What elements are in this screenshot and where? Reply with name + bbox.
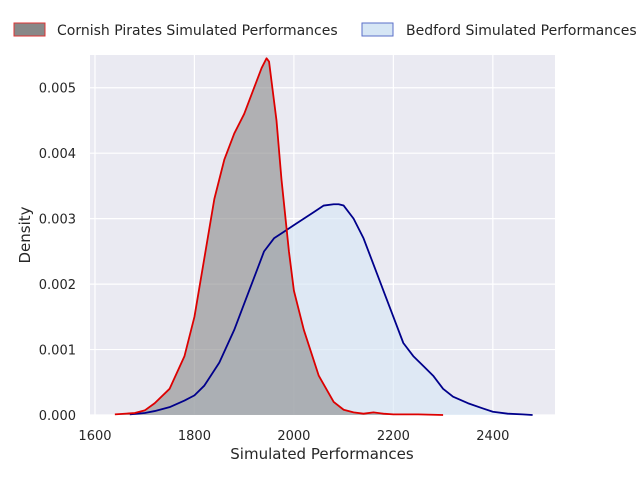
x-tick-label: 2200 (377, 429, 410, 444)
y-tick-label: 0.005 (39, 82, 76, 97)
x-tick-label: 2000 (277, 429, 310, 444)
y-axis-label: Density (16, 206, 34, 263)
density-line-cornish-pirates (114, 57, 444, 416)
legend-label: Bedford Simulated Performances (406, 23, 637, 39)
y-tick-label: 0.002 (39, 278, 76, 293)
legend: Cornish Pirates Simulated Performances Be… (13, 22, 637, 39)
legend-swatch (361, 22, 394, 37)
legend-label: Cornish Pirates Simulated Performances (57, 23, 338, 39)
y-tick-labels: 0.000 0.001 0.002 0.003 0.004 0.005 (39, 82, 76, 424)
density-area-cornish-pirates (114, 58, 444, 416)
x-axis-label: Simulated Performances (230, 445, 414, 463)
legend-swatch (13, 22, 46, 37)
x-tick-labels: 1600 1800 2000 2200 2400 (78, 429, 509, 444)
x-tick-label: 1600 (78, 429, 111, 444)
density-series (114, 57, 533, 416)
y-tick-label: 0.001 (39, 344, 76, 359)
density-line-bedford (129, 203, 533, 416)
y-tick-label: 0.003 (39, 213, 76, 228)
y-tick-label: 0.004 (39, 147, 76, 162)
y-tick-label: 0.000 (39, 409, 76, 424)
x-tick-label: 2400 (476, 429, 509, 444)
x-tick-label: 1800 (178, 429, 211, 444)
